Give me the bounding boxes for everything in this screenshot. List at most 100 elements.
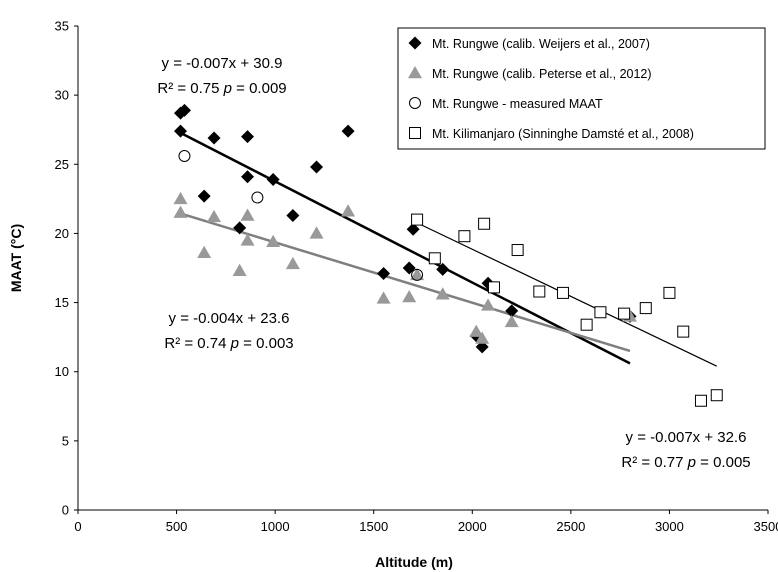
legend-marker bbox=[409, 127, 421, 139]
annotation-p-value: = 0.005 bbox=[696, 454, 751, 471]
y-axis-label: MAAT (°C) bbox=[8, 224, 24, 292]
x-tick-label: 2500 bbox=[556, 519, 585, 534]
data-point bbox=[533, 285, 546, 298]
legend-marker-shape bbox=[409, 127, 421, 139]
data-point bbox=[428, 252, 441, 265]
annotation-p-symbol: p bbox=[230, 335, 239, 352]
y-tick-label: 20 bbox=[55, 226, 69, 241]
data-point bbox=[475, 331, 490, 344]
y-tick-label: 30 bbox=[55, 88, 69, 103]
annotation-stats: R² = 0.77 p = 0.005 bbox=[621, 454, 750, 471]
legend-item: Mt. Rungwe - measured MAAT bbox=[409, 97, 603, 111]
trendline bbox=[181, 132, 631, 365]
data-point bbox=[694, 394, 707, 407]
data-point bbox=[207, 209, 222, 223]
data-point bbox=[174, 124, 188, 138]
annotation-kilimanjaro: y = -0.007x + 32.6 R² = 0.77 p = 0.005 bbox=[621, 429, 750, 471]
data-point bbox=[197, 189, 211, 203]
x-tick-label: 1000 bbox=[261, 519, 290, 534]
legend-box bbox=[397, 27, 766, 150]
annotation-peterse: y = -0.004x + 23.6 R² = 0.74 p = 0.003 bbox=[164, 310, 293, 352]
data-point bbox=[402, 290, 417, 303]
data-point bbox=[266, 172, 280, 186]
data-point bbox=[376, 291, 391, 304]
legend-label: Mt. Rungwe - measured MAAT bbox=[432, 97, 603, 111]
data-point bbox=[377, 267, 391, 281]
data-point bbox=[511, 244, 524, 257]
data-point bbox=[487, 281, 500, 294]
annotation-p-symbol: p bbox=[687, 454, 696, 471]
legend-marker-shape bbox=[408, 36, 422, 50]
legend-marker bbox=[408, 66, 422, 79]
data-point bbox=[310, 160, 324, 174]
data-point bbox=[402, 261, 416, 275]
annotation-weijers: y = -0.007x + 30.9 R² = 0.75 p = 0.009 bbox=[157, 55, 286, 97]
data-point bbox=[233, 221, 247, 235]
trendline bbox=[182, 212, 631, 353]
y-tick-label: 5 bbox=[62, 433, 69, 448]
annotation-r2: R² = 0.77 bbox=[621, 454, 687, 471]
data-point bbox=[341, 124, 355, 138]
data-point bbox=[286, 208, 300, 222]
y-tick-label: 25 bbox=[55, 157, 69, 172]
data-point bbox=[240, 233, 255, 246]
data-point bbox=[266, 234, 281, 247]
data-point bbox=[677, 325, 690, 338]
data-point bbox=[177, 103, 191, 117]
data-point bbox=[458, 230, 471, 243]
annotation-p-value: = 0.009 bbox=[232, 80, 287, 97]
data-point bbox=[285, 256, 300, 270]
legend-item: Mt. Rungwe (calib. Weijers et al., 2007) bbox=[408, 36, 650, 51]
legend-label: Mt. Kilimanjaro (Sinninghe Damsté et al.… bbox=[432, 127, 694, 141]
data-point bbox=[232, 263, 247, 277]
data-point bbox=[411, 268, 424, 281]
annotation-r2: R² = 0.74 bbox=[164, 335, 230, 352]
annotation-p-symbol: p bbox=[223, 80, 232, 97]
data-point bbox=[240, 208, 255, 221]
x-tick-label: 2000 bbox=[458, 519, 487, 534]
y-tick-label: 0 bbox=[62, 503, 69, 518]
legend-item: Mt. Kilimanjaro (Sinninghe Damsté et al.… bbox=[409, 127, 694, 141]
data-point bbox=[410, 267, 425, 281]
data-point bbox=[241, 170, 255, 184]
annotation-p-value: = 0.003 bbox=[239, 335, 294, 352]
legend-marker bbox=[408, 36, 422, 50]
legend-marker-shape bbox=[409, 97, 421, 109]
data-point bbox=[556, 286, 569, 299]
data-point bbox=[435, 287, 450, 300]
data-point bbox=[505, 304, 519, 318]
data-point bbox=[173, 205, 188, 218]
data-point bbox=[663, 286, 676, 299]
annotation-equation: y = -0.004x + 23.6 bbox=[169, 310, 290, 327]
data-point bbox=[504, 314, 519, 328]
legend-label: Mt. Rungwe (calib. Peterse et al., 2012) bbox=[432, 67, 652, 81]
annotation-stats: R² = 0.75 p = 0.009 bbox=[157, 80, 286, 97]
x-tick-label: 1500 bbox=[359, 519, 388, 534]
data-point bbox=[618, 307, 631, 320]
legend-marker-shape bbox=[408, 66, 422, 79]
y-tick-label: 35 bbox=[55, 19, 69, 34]
data-point bbox=[207, 131, 221, 145]
data-point bbox=[478, 217, 491, 230]
data-point bbox=[309, 226, 324, 239]
annotation-equation: y = -0.007x + 30.9 bbox=[162, 55, 283, 72]
legend-item: Mt. Rungwe (calib. Peterse et al., 2012) bbox=[408, 66, 652, 81]
x-axis-label: Altitude (m) bbox=[375, 554, 453, 570]
data-point bbox=[580, 318, 593, 331]
annotation-equation: y = -0.007x + 32.6 bbox=[626, 429, 747, 446]
plot-marks: 0 5 10 15 20 25 30 35 0 500 1000 1500 2000 2500 3000 35… bbox=[55, 19, 778, 535]
data-point bbox=[639, 302, 652, 315]
data-point bbox=[197, 245, 212, 259]
data-point bbox=[411, 213, 424, 226]
annotation-r2: R² = 0.75 bbox=[157, 80, 223, 97]
y-tick-label: 15 bbox=[55, 295, 69, 310]
annotation-stats: R² = 0.74 p = 0.003 bbox=[164, 335, 293, 352]
data-point bbox=[251, 191, 264, 204]
data-point bbox=[341, 204, 356, 217]
legend-marker bbox=[409, 97, 421, 109]
data-point bbox=[406, 222, 420, 236]
x-tick-label: 3000 bbox=[655, 519, 684, 534]
legend: Mt. Rungwe (calib. Weijers et al., 2007)… bbox=[397, 27, 766, 150]
data-point bbox=[481, 298, 496, 311]
